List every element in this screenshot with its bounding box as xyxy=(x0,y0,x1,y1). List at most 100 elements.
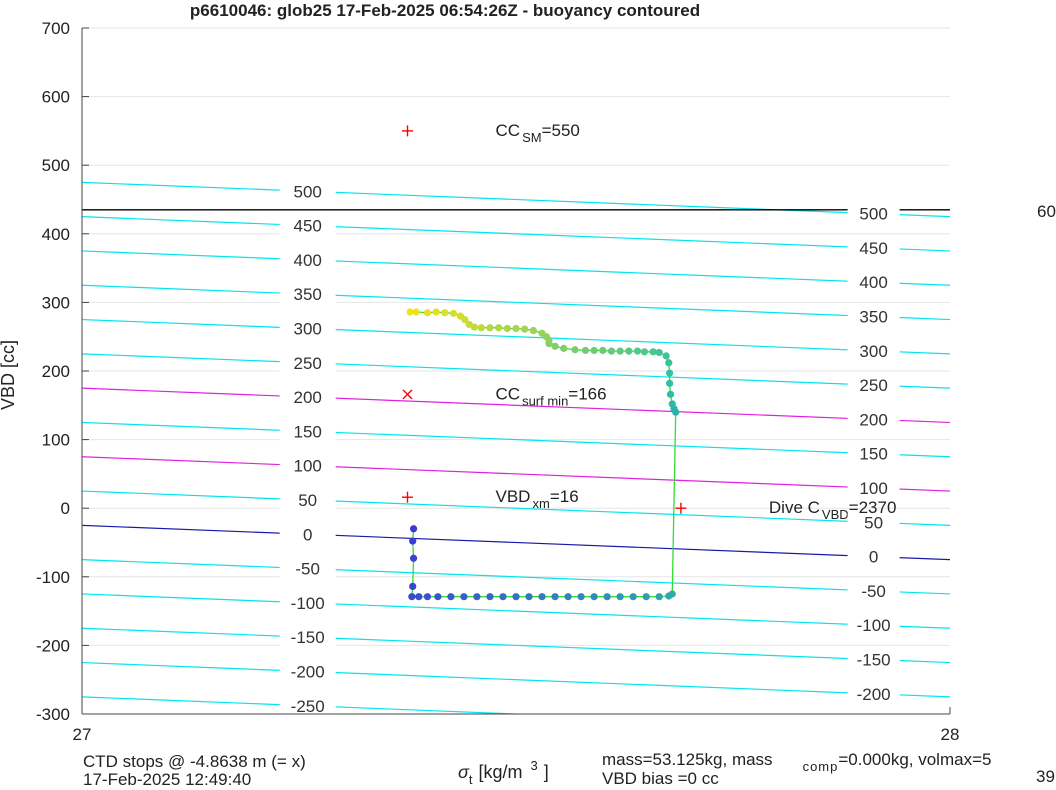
contour-label-bg xyxy=(847,444,900,463)
data-point xyxy=(409,537,417,545)
contour-label-left: 250 xyxy=(293,354,321,373)
data-point xyxy=(529,326,537,335)
contour-label-right: 450 xyxy=(859,239,887,258)
marker-label-main: CC xyxy=(496,384,521,403)
marker-label-rest: =550 xyxy=(542,121,580,140)
contour-labels: -250 -200 -150 -100 -50 0 50 100 150 200 250 300 350… xyxy=(279,182,900,716)
y-tick-label: 300 xyxy=(42,293,70,312)
data-point xyxy=(603,593,611,601)
data-point xyxy=(460,593,468,601)
contour-line xyxy=(82,456,950,492)
contour-label-right: -200 xyxy=(857,685,891,704)
data-point xyxy=(434,593,442,601)
data-point xyxy=(412,308,420,316)
mass-sub: comp xyxy=(802,759,839,774)
data-point xyxy=(432,308,440,316)
x-axis-label: σt [kg/m 3] xyxy=(458,758,549,787)
contour-label-right: 400 xyxy=(859,273,887,292)
marker-label-rest: =2370 xyxy=(849,498,897,517)
contour-label-bg xyxy=(847,650,900,669)
data-point xyxy=(512,324,520,333)
y-tick-label: 600 xyxy=(42,88,70,107)
contour-line xyxy=(82,353,950,389)
x-tick-label: 28 xyxy=(941,725,960,744)
marker-label: CC SM=550 xyxy=(496,121,580,145)
contour-label-left: -50 xyxy=(295,560,320,579)
data-point xyxy=(642,593,650,601)
marker-label-sub: surf min xyxy=(522,393,568,408)
contour-label-bg xyxy=(847,410,900,429)
mass-line-2: VBD bias =0 cc xyxy=(602,769,719,788)
data-point xyxy=(655,348,663,357)
y-tick-label: 700 xyxy=(42,19,70,38)
contour-label-right: 200 xyxy=(859,410,887,429)
y-tick-label: 500 xyxy=(42,156,70,175)
contour-label-bg xyxy=(279,490,336,509)
marker-label-sub: xm xyxy=(532,496,549,511)
data-point xyxy=(616,593,624,601)
contour-line xyxy=(82,627,950,664)
data-point xyxy=(551,593,559,601)
x-label-sub: t xyxy=(469,772,473,787)
contour-label-bg xyxy=(279,353,336,372)
chart-title: p6610046: glob25 17-Feb-2025 06:54:26Z -… xyxy=(190,1,700,20)
contour-label-right: 150 xyxy=(859,445,887,464)
contour-label-bg xyxy=(847,616,900,635)
data-point xyxy=(616,347,624,355)
data-point xyxy=(649,348,657,356)
marker-label-sub: SM xyxy=(522,130,542,145)
data-point xyxy=(590,593,598,601)
contour-label-bg xyxy=(847,479,900,498)
marker-label-main: Dive C xyxy=(769,498,820,517)
contour-label-bg xyxy=(279,662,336,681)
data-point xyxy=(665,592,673,600)
contour-label-left: 500 xyxy=(293,182,321,201)
marker-label: Dive C VBD=2370 xyxy=(769,498,897,522)
data-point xyxy=(486,324,494,332)
y-tick-label: -200 xyxy=(36,636,70,655)
y-tick-label: 100 xyxy=(42,431,70,450)
contour-line xyxy=(82,696,532,714)
contour-label-bg xyxy=(279,593,336,612)
mass-main: mass=53.125kg, mass xyxy=(602,750,773,769)
ctd-line-1: CTD stops @ -4.8638 m (= x) xyxy=(83,752,306,771)
contour-label-bg xyxy=(279,182,336,201)
y-tick-label: -100 xyxy=(36,568,70,587)
marker-label: CC surf min=166 xyxy=(496,384,607,408)
data-point xyxy=(551,342,559,350)
data-point xyxy=(415,593,423,601)
data-point xyxy=(423,309,432,317)
data-point xyxy=(495,324,503,332)
contour-label-right: 350 xyxy=(859,308,887,327)
contour-label-bg xyxy=(847,581,900,600)
contour-label-left: -250 xyxy=(291,697,325,716)
contour-label-left: 350 xyxy=(293,285,321,304)
data-point xyxy=(625,347,633,355)
contour-line xyxy=(82,181,950,218)
contour-lines xyxy=(82,181,950,714)
mass-text: mass=53.125kg, mass comp=0.000kg, volmax=… xyxy=(602,751,991,788)
contour-line xyxy=(82,661,950,698)
data-point xyxy=(560,344,568,352)
data-point xyxy=(409,554,418,562)
data-point xyxy=(449,309,458,317)
contour-label-left: -100 xyxy=(291,594,325,613)
data-point xyxy=(499,593,507,601)
data-point xyxy=(525,593,533,601)
contour-label-right: 50 xyxy=(864,513,883,532)
y-tick-label: -300 xyxy=(36,705,70,724)
contour-line xyxy=(82,250,950,286)
contour-label-bg xyxy=(279,388,336,407)
contour-label-left: -200 xyxy=(291,662,325,681)
x-label-symbol: σ xyxy=(458,762,470,782)
mass-rest: =0.000kg, volmax=5 xyxy=(838,750,992,769)
data-point xyxy=(640,348,649,356)
x-tick-label: 27 xyxy=(73,725,92,744)
y-axis-label: VBD [cc] xyxy=(0,340,18,410)
contour-label-left: 100 xyxy=(293,457,321,476)
data-point xyxy=(655,593,663,601)
contour-label-right: -150 xyxy=(857,651,891,670)
edge-number: 39 xyxy=(1036,767,1055,786)
contour-line xyxy=(82,524,950,561)
